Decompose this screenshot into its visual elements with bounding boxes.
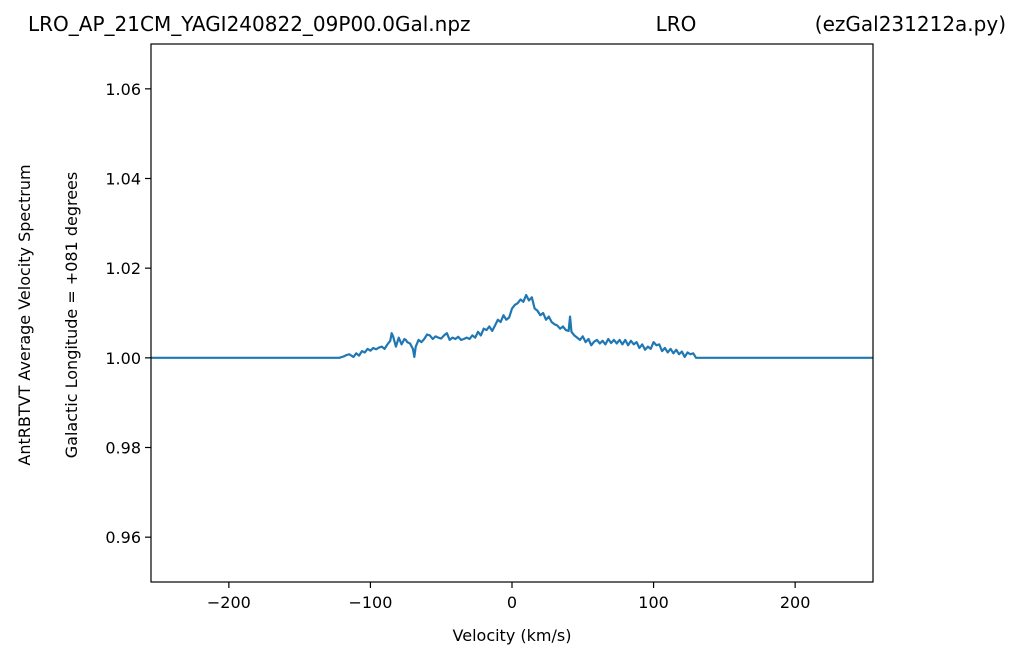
chart-title-center: LRO: [656, 12, 697, 36]
x-tick-label: 100: [638, 593, 669, 612]
y-tick-label: 1.00: [105, 349, 141, 368]
x-axis-label: Velocity (km/s): [453, 626, 572, 645]
y-tick-label: 1.06: [105, 80, 141, 99]
x-tick-label: −100: [348, 593, 392, 612]
chart-title-right: (ezGal231212a.py): [815, 12, 1006, 36]
y-tick-label: 1.02: [105, 259, 141, 278]
y-axis-label-line1: AntRBTVT Average Velocity Spectrum: [15, 164, 34, 465]
spectrum-line: [151, 293, 873, 359]
plot-area-frame: [150, 43, 874, 583]
y-tick-label: 0.96: [105, 528, 141, 547]
x-tick-label: 0: [507, 593, 517, 612]
y-axis-label-line2: Galactic Longitude = +081 degrees: [62, 172, 81, 458]
x-tick-label: −200: [207, 593, 251, 612]
y-axis-ticks: 0.96 0.98 1.00 1.02 1.04 1.06: [105, 80, 151, 547]
x-axis-ticks: −200 −100 0 100 200: [207, 582, 811, 612]
chart-title-left: LRO_AP_21CM_YAGI240822_09P00.0Gal.npz: [28, 12, 471, 36]
x-tick-label: 200: [780, 593, 811, 612]
y-tick-label: 0.98: [105, 439, 141, 458]
y-tick-label: 1.04: [105, 170, 141, 189]
series-lines: [151, 293, 873, 359]
